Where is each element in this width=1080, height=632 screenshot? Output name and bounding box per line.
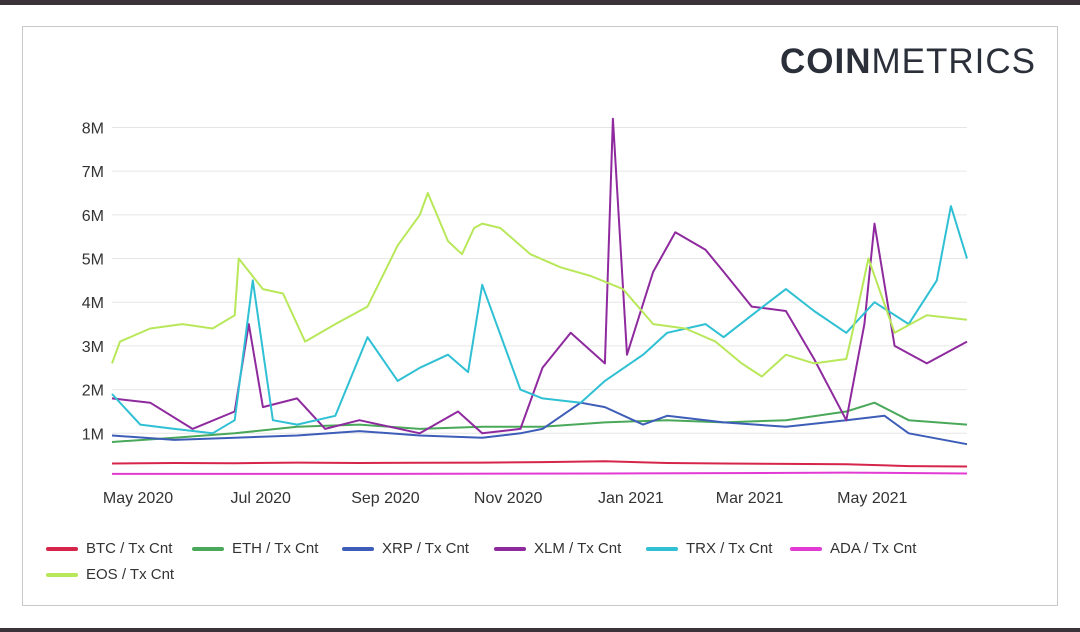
legend-item-trx[interactable]: TRX / Tx Cnt — [646, 540, 772, 557]
legend-item-ada[interactable]: ADA / Tx Cnt — [790, 540, 916, 557]
series-line-eth — [111, 401, 968, 443]
legend-swatch — [494, 546, 526, 551]
chart-grid — [112, 126, 967, 434]
legend-label: ADA / Tx Cnt — [830, 540, 917, 557]
legend-swatch — [192, 546, 224, 551]
coinmetrics-logo: COINMETRICS — [780, 42, 1036, 81]
y-tick-label: 2M — [82, 383, 104, 400]
x-tick-label: May 2020 — [103, 490, 173, 507]
top-frame-bar — [0, 0, 1080, 5]
series-line-ada — [112, 471, 968, 475]
legend-label: ETH / Tx Cnt — [232, 540, 319, 557]
series-line-xlm — [111, 117, 968, 435]
y-tick-label: 4M — [82, 295, 104, 312]
x-tick-label: Jan 2021 — [598, 490, 664, 507]
series-line-trx — [111, 205, 968, 435]
bottom-frame-bar — [0, 628, 1080, 632]
legend-label: XRP / Tx Cnt — [382, 540, 469, 557]
y-axis-ticks: 1M 2M 3M 4M 5M 6M 7M 8M — [82, 120, 104, 443]
legend-item-eos[interactable]: EOS / Tx Cnt — [46, 566, 174, 583]
legend-swatch — [646, 546, 678, 551]
chart-card — [22, 26, 1058, 606]
legend-item-eth[interactable]: ETH / Tx Cnt — [192, 540, 318, 557]
x-tick-label: May 2021 — [837, 490, 907, 507]
x-axis-ticks: May 2020 Jul 2020 Sep 2020 Nov 2020 Jan 2021… — [103, 490, 908, 507]
x-tick-label: Nov 2020 — [474, 490, 543, 507]
legend-swatch — [46, 572, 78, 577]
x-tick-label: Jul 2020 — [230, 490, 291, 507]
series-line-btc — [111, 460, 968, 468]
x-tick-label: Sep 2020 — [351, 490, 420, 507]
series-line-eos — [111, 192, 968, 378]
y-tick-label: 7M — [82, 164, 104, 181]
legend-label: TRX / Tx Cnt — [686, 540, 773, 557]
legend-swatch — [342, 546, 374, 551]
legend-item-btc[interactable]: BTC / Tx Cnt — [46, 540, 172, 557]
y-tick-label: 6M — [82, 208, 104, 225]
legend-label: XLM / Tx Cnt — [534, 540, 622, 557]
legend-item-xrp[interactable]: XRP / Tx Cnt — [342, 540, 469, 557]
series-line-xrp — [111, 401, 968, 446]
legend-item-xlm[interactable]: XLM / Tx Cnt — [494, 540, 621, 557]
legend-swatch — [790, 546, 822, 551]
legend-label: EOS / Tx Cnt — [86, 566, 175, 583]
y-tick-label: 5M — [82, 252, 104, 269]
y-tick-label: 8M — [82, 120, 104, 137]
y-tick-label: 1M — [82, 426, 104, 443]
legend-swatch — [46, 546, 78, 551]
y-tick-label: 3M — [82, 339, 104, 356]
legend-label: BTC / Tx Cnt — [86, 540, 173, 557]
chart-series — [111, 117, 968, 475]
x-tick-label: Mar 2021 — [716, 490, 784, 507]
